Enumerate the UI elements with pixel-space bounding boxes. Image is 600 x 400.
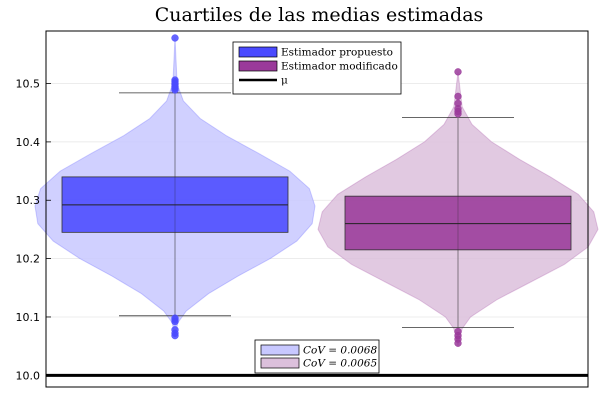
outliers — [171, 34, 462, 347]
legend-label: Estimador propuesto — [281, 47, 393, 59]
outlier-point-2 — [454, 339, 462, 347]
cov-legend-label: CoV = 0.0068 — [303, 345, 377, 357]
legend-swatch — [238, 60, 278, 72]
outlier-point-1 — [171, 86, 179, 94]
chart-title: Cuartiles de las medias estimadas — [155, 4, 484, 26]
cov-legend-swatch — [260, 357, 300, 369]
y-tick-label: 10.5 — [16, 78, 41, 91]
y-tick-label: 10.3 — [16, 194, 41, 207]
outlier-point-1 — [171, 34, 179, 42]
outlier-point-2 — [454, 110, 462, 118]
outlier-point-2 — [454, 92, 462, 101]
y-axis: 10.0 10.1 10.2 10.3 10.4 10.5 — [16, 78, 51, 382]
outlier-point-1 — [171, 331, 179, 340]
cov-legend-swatch — [260, 344, 300, 356]
outlier-point-2 — [454, 68, 462, 76]
y-tick-label: 10.0 — [16, 369, 41, 382]
y-tick-label: 10.2 — [16, 253, 41, 266]
legend-swatch — [238, 46, 278, 58]
y-tick-label: 10.1 — [16, 311, 41, 324]
legend: Estimador propuesto Estimador modificado μ — [232, 41, 402, 95]
cov-legend-label: CoV = 0.0065 — [303, 358, 377, 370]
legend-label: Estimador modificado — [281, 61, 398, 73]
y-tick-label: 10.4 — [16, 136, 41, 149]
plot-frame — [45, 30, 589, 388]
outlier-point-1 — [171, 317, 179, 326]
legend-label: μ — [281, 75, 288, 87]
